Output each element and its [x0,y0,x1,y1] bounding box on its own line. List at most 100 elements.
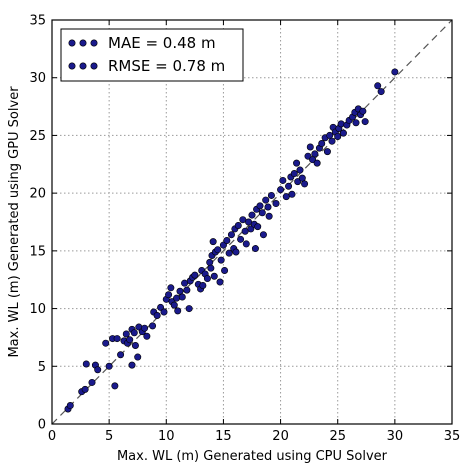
y-tick-label: 15 [29,244,46,259]
identity-line [51,19,453,425]
x-axis-label: Max. WL (m) Generated using CPU Solver [117,449,388,464]
x-tick-label: 35 [444,429,461,444]
data-point [117,351,125,359]
data-point [214,246,222,254]
data-point [334,133,342,141]
data-point [248,211,256,219]
data-point [111,382,119,390]
data-point [143,332,151,340]
data-point [256,202,264,210]
x-tick-label: 10 [158,429,175,444]
data-point [328,137,336,145]
x-tick-label: 30 [387,429,404,444]
data-point [134,353,142,361]
data-point [217,256,225,264]
data-point [301,180,309,188]
data-point [337,120,345,128]
data-point [149,322,157,330]
data-point [311,150,319,158]
legend-box [60,28,244,82]
data-point [234,221,242,229]
data-point [254,223,262,231]
data-point [176,287,184,295]
x-tick-label: 0 [48,429,56,444]
data-point [288,190,296,198]
data-point [290,170,298,178]
legend-marker-dot [90,39,98,47]
data-point [210,272,218,280]
data-point [199,281,207,289]
data-point [277,186,285,194]
data-point [377,88,385,96]
data-point [339,129,347,137]
data-point [267,191,275,199]
data-point [128,361,136,369]
data-point [313,159,321,167]
data-point [219,241,227,249]
data-point [88,378,96,386]
data-point [167,284,175,292]
data-point [178,293,186,301]
y-tick-label: 0 [38,418,46,433]
x-tick-label: 15 [215,429,232,444]
y-tick-label: 20 [29,187,46,202]
data-point [131,342,139,350]
data-point [130,329,138,337]
data-point [251,245,259,253]
data-point [294,178,302,186]
data-point [304,152,312,160]
data-point [170,301,178,309]
data-point [323,148,331,156]
grid [52,20,452,424]
legend-marker [68,39,98,47]
data-point [227,231,235,239]
data-point [165,291,173,299]
data-point [221,266,229,274]
data-point [391,68,399,76]
data-point [122,330,130,338]
legend-marker-dot [68,39,76,47]
data-point [259,231,267,239]
data-point [237,235,245,243]
legend-marker-dot [79,39,87,47]
x-tick-label: 25 [329,429,346,444]
data-point [223,236,231,244]
data-point [265,212,273,220]
data-point [352,119,360,127]
data-point [174,307,182,315]
data-point [185,305,193,313]
data-point [242,240,250,248]
ticks: 0 5 10 15 20 25 30 35 0 5 10 15 20 25 30 35 [29,14,460,445]
y-axis-label: Max. WL (m) Generated using GPU Solver [7,86,22,358]
data-point [203,275,211,283]
data-point [318,140,326,148]
legend-entry-mae: MAE = 0.48 m [68,34,216,52]
data-point [272,200,280,208]
y-tick-label: 10 [29,302,46,317]
data-point [279,176,287,184]
data-point [191,271,199,279]
data-point [160,308,168,316]
data-point [232,248,240,256]
points-layer [64,68,399,413]
data-point [285,182,293,190]
data-point [298,174,306,182]
data-point [81,385,89,393]
plot-frame [51,19,453,425]
data-point [247,225,255,233]
legend-marker-dot [79,62,87,70]
data-point [258,209,266,217]
x-tick-label: 20 [272,429,289,444]
data-point [296,166,304,174]
y-tick-label: 35 [29,14,46,29]
y-tick-label: 30 [29,71,46,86]
data-point [82,360,90,368]
legend-marker-dot [90,62,98,70]
legend-entry-rmse: RMSE = 0.78 m [68,57,225,75]
data-point [141,324,149,332]
data-point [216,278,224,286]
data-point [262,196,270,204]
x-tick-label: 5 [105,429,113,444]
data-point [207,264,215,272]
